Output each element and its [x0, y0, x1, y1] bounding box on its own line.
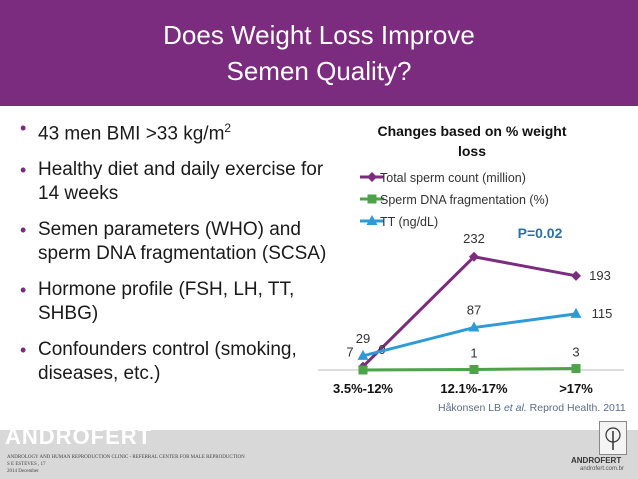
data-label: 87 [467, 303, 481, 318]
footer-line: 2014 December [7, 469, 39, 474]
androfert-logo-icon [599, 421, 627, 455]
data-point [571, 364, 581, 374]
data-point [468, 321, 480, 332]
legend-label: Total sperm count (million) [380, 171, 526, 185]
bullet-text: 43 men BMI >33 kg/m [38, 123, 225, 145]
bullet-item: • Semen parameters (WHO) and sperm DNA f… [20, 218, 330, 266]
data-label: 3 [572, 345, 579, 360]
citation: Håkonsen LB et al. Reprod Health. 2011 [438, 402, 626, 414]
data-point [357, 349, 369, 360]
chart-annotation: P=0.02 [518, 225, 563, 241]
slide-header: Does Weight Loss Improve Semen Quality? [0, 0, 638, 106]
data-point [570, 307, 582, 318]
data-label: 29 [356, 331, 370, 346]
legend-marker [367, 172, 377, 182]
legend-marker [366, 215, 378, 225]
data-point [469, 251, 479, 262]
footer-line: ANDROLOGY AND HUMAN REPRODUCTION CLINIC … [7, 455, 245, 460]
legend-label: TT (ng/dL) [380, 215, 438, 229]
data-point [358, 365, 368, 375]
data-label: 1 [470, 346, 477, 361]
bullet-item: • 43 men BMI >33 kg/m2 [20, 116, 330, 146]
bullet-marker-icon: • [20, 220, 27, 241]
bullet-item: • Hormone profile (FSH, LH, TT, SHBG) [20, 278, 330, 326]
line-chart: Changes based on % weight loss Total sperm… [318, 123, 624, 396]
x-tick-label: >17% [559, 381, 593, 396]
bullet-marker-icon: • [20, 280, 27, 301]
bullet-item: • Healthy diet and daily exercise for 14… [20, 158, 330, 206]
chart-title: loss [458, 143, 486, 159]
bullet-text: Healthy diet and daily exercise for 14 w… [38, 159, 324, 205]
slide-title-line1: Does Weight Loss Improve [163, 20, 475, 50]
data-point [571, 270, 581, 281]
data-point [469, 365, 479, 375]
slide-title-line2: Semen Quality? [226, 56, 412, 86]
superscript: 2 [224, 121, 232, 135]
x-tick-label: 3.5%-12% [333, 381, 393, 396]
data-label: 115 [592, 306, 613, 321]
bullet-text: Semen parameters (WHO) and sperm DNA fra… [38, 219, 327, 265]
footer-brand: ANDROFERT [5, 424, 153, 449]
legend-marker [367, 194, 377, 204]
data-label: 193 [589, 268, 611, 283]
bullet-marker-icon: • [20, 340, 27, 361]
bullet-marker-icon: • [20, 118, 27, 138]
chart-title: Changes based on % weight [377, 123, 566, 139]
bullet-marker-icon: • [20, 160, 27, 181]
legend-label: Sperm DNA fragmentation (%) [380, 193, 549, 207]
bullet-list: • 43 men BMI >33 kg/m2 • Healthy diet an… [20, 116, 330, 398]
data-label: 232 [463, 231, 485, 246]
data-label: 7 [346, 345, 353, 360]
bullet-text: Confounders control (smoking, diseases, … [38, 339, 297, 385]
logo-url: androfert.com.br [580, 466, 625, 472]
footer-line: S E ESTEVES , 17 [7, 462, 46, 467]
logo-mark-icon [605, 427, 621, 450]
x-tick-label: 12.1%-17% [440, 381, 508, 396]
bullet-item: • Confounders control (smoking, diseases… [20, 338, 330, 386]
bullet-text: Hormone profile (FSH, LH, TT, SHBG) [38, 279, 295, 325]
footer-bar [0, 430, 638, 479]
logo-name: ANDROFERT [571, 456, 622, 465]
